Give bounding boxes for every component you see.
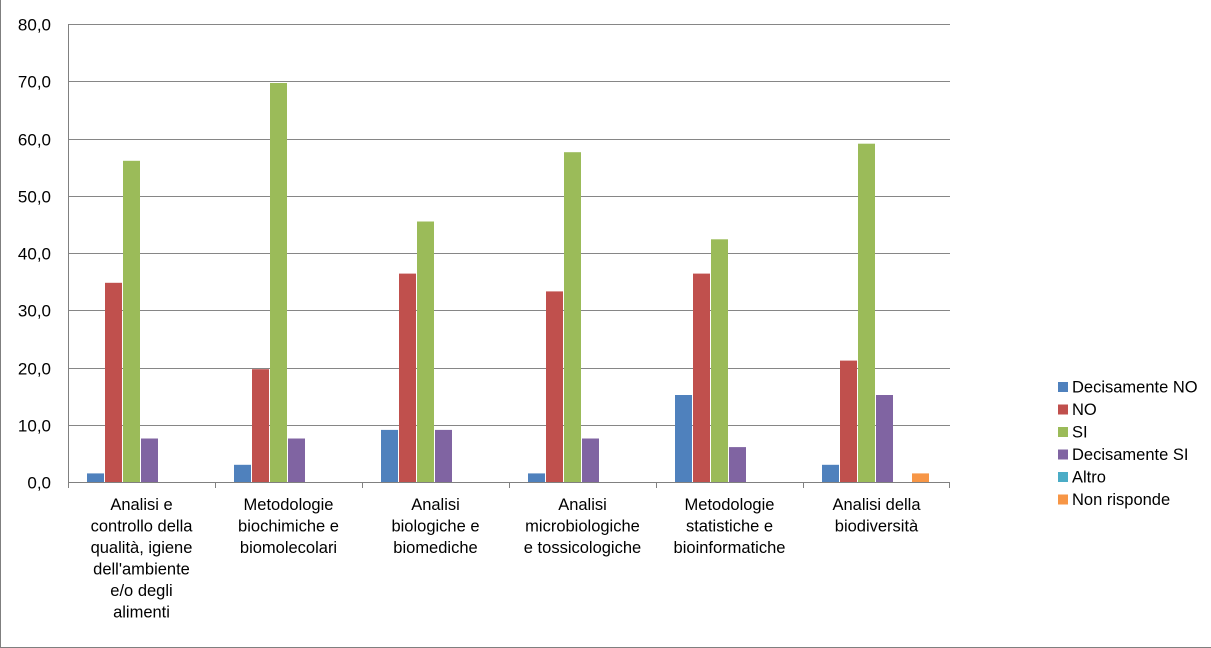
x-category-label: Analisi microbiologiche e tossicologiche (524, 496, 641, 557)
x-category-label-line: e/o degli (110, 582, 172, 600)
bar (252, 369, 269, 482)
bar (381, 429, 398, 482)
x-category-label-line: qualità, igiene (91, 539, 193, 557)
x-category-label-line: Analisi (411, 496, 460, 514)
x-category-label-line: alimenti (113, 604, 170, 622)
x-category-label-line: Analisi e (110, 496, 172, 514)
legend-label: Decisamente NO (1072, 379, 1198, 397)
bar (822, 464, 839, 482)
y-tick-label: 40,0 (18, 245, 51, 264)
x-category-label: Analisi e controllo della qualità, igiene d… (91, 496, 194, 622)
y-tick-label: 60,0 (18, 131, 51, 150)
bar (87, 473, 104, 482)
x-category-label-line: Metodologie (685, 496, 775, 514)
bar (105, 282, 122, 482)
y-tick-label: 10,0 (18, 417, 51, 436)
bar (912, 473, 929, 482)
y-tick-label: 30,0 (18, 302, 51, 321)
x-category-label-line: biodiversità (835, 518, 919, 536)
bar (876, 395, 893, 482)
y-tick-label: 50,0 (18, 188, 51, 207)
legend-swatch (1058, 427, 1068, 437)
legend-swatch (1058, 494, 1068, 505)
x-category-label-line: biomolecolari (240, 539, 337, 557)
bar (399, 273, 416, 482)
x-category-label: Metodologie biochimiche e biomolecolari (238, 496, 339, 557)
bar (528, 473, 545, 482)
bar (435, 429, 452, 482)
legend-label: NO (1072, 401, 1097, 419)
legend-label: Non risponde (1072, 491, 1170, 509)
x-category-label-line: bioinformatiche (674, 539, 786, 557)
legend-label: SI (1072, 424, 1088, 442)
x-category-label-line: Metodologie (244, 496, 334, 514)
bar (711, 239, 728, 482)
x-category-label-line: Analisi della (832, 496, 921, 514)
bar (234, 464, 251, 482)
y-tick-label: 70,0 (18, 73, 51, 92)
bar (729, 447, 746, 482)
bar (123, 160, 140, 483)
x-category-label: Analisi biologiche e biomediche (391, 496, 479, 557)
x-category-label-line: biochimiche e (238, 518, 339, 536)
legend-swatch (1058, 404, 1068, 415)
bar (417, 221, 434, 482)
x-category-label-line: e tossicologiche (524, 539, 641, 557)
x-category-label-line: biologiche e (391, 518, 479, 536)
legend-swatch (1058, 382, 1068, 392)
x-category-label-line: Analisi (558, 496, 607, 514)
x-category-label-line: statistiche e (686, 518, 773, 536)
x-category-label-line: microbiologiche (525, 518, 640, 536)
bar (675, 395, 692, 482)
x-category-label: Metodologie statistiche e bioinformatiche (674, 496, 786, 557)
legend-label: Decisamente SI (1072, 446, 1188, 464)
bar (288, 438, 305, 482)
x-category-label: Analisi della biodiversità (832, 496, 921, 536)
bar (141, 438, 158, 482)
legend-swatch (1058, 449, 1068, 460)
legend-swatch (1058, 472, 1068, 482)
y-tick-label: 80,0 (18, 16, 51, 35)
bar (858, 143, 875, 482)
x-category-label-line: dell'ambiente (93, 561, 190, 579)
y-tick-label: 0,0 (27, 474, 51, 493)
x-category-label-line: controllo della (91, 518, 194, 536)
bar (270, 83, 287, 482)
bar (582, 438, 599, 482)
bar (693, 273, 710, 482)
x-category-label-line: biomediche (393, 539, 477, 557)
legend-label: Altro (1072, 469, 1106, 487)
bar (546, 291, 563, 482)
y-tick-label: 20,0 (18, 360, 51, 379)
bar (564, 152, 581, 482)
bar (840, 360, 857, 482)
